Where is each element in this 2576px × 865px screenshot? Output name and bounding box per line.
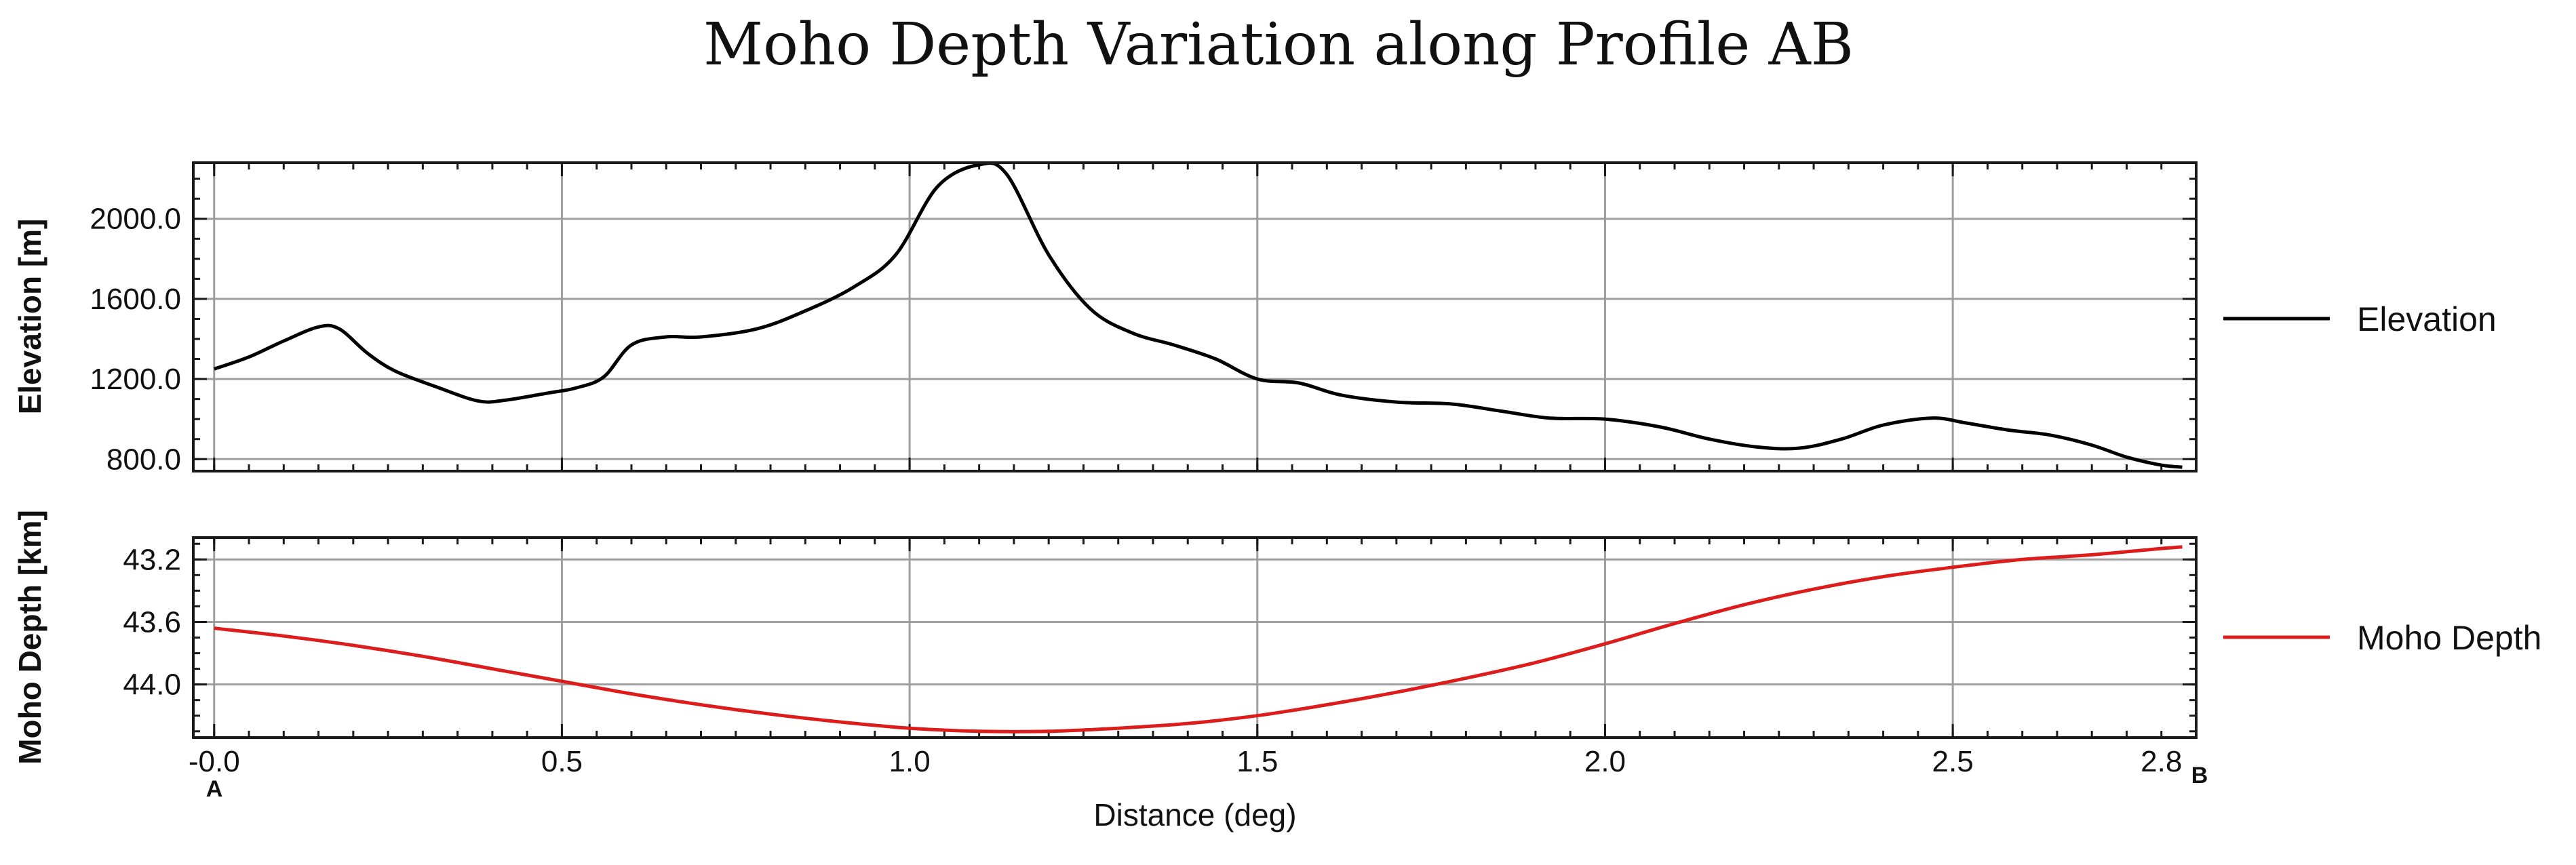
profile-end-label: B [2191, 763, 2208, 788]
moho-depth-y-tick-label: 44.0 [123, 668, 181, 702]
elevation-legend-label: Elevation [2357, 300, 2497, 338]
profile-start-label: A [206, 776, 223, 802]
moho-depth-panel: 43.2 43.6 44.0 -0.0 0.5 1.0 1.5 2.0 2.5 2.8 Moho… [12, 510, 2208, 832]
x-tick-label: 1.0 [889, 745, 931, 778]
moho-depth-ticks [193, 538, 2196, 738]
elevation-legend: Elevation [2223, 300, 2497, 338]
elevation-y-tick-label: 800.0 [106, 443, 181, 476]
elevation-ticks [193, 163, 2196, 471]
x-tick-labels: -0.0 0.5 1.0 1.5 2.0 2.5 2.8 [189, 745, 2182, 778]
moho-depth-gridlines [193, 538, 2196, 738]
x-tick-label: -0.0 [189, 745, 240, 778]
elevation-y-tick-label: 1600.0 [90, 283, 181, 316]
chart-title: Moho Depth Variation along Profile AB [703, 11, 1854, 79]
elevation-y-tick-labels: 800.0 1200.0 1600.0 2000.0 [90, 203, 181, 477]
moho-depth-y-axis-label: Moho Depth [km] [12, 510, 47, 765]
elevation-y-tick-label: 2000.0 [90, 203, 181, 236]
elevation-gridlines [193, 163, 2196, 471]
x-tick-label: 2.8 [2141, 745, 2182, 778]
moho-depth-legend-label: Moho Depth [2357, 619, 2541, 657]
moho-depth-legend: Moho Depth [2223, 619, 2541, 657]
moho-depth-y-tick-label: 43.6 [123, 605, 181, 639]
elevation-series-line [213, 161, 2183, 469]
moho-depth-series-line [214, 545, 2183, 733]
x-axis-label: Distance (deg) [1093, 797, 1296, 832]
elevation-plot-frame [192, 161, 2198, 472]
elevation-y-tick-label: 1200.0 [90, 363, 181, 396]
x-tick-label: 2.5 [1932, 745, 1974, 778]
elevation-panel: 800.0 1200.0 1600.0 2000.0 Elevation [m] [12, 161, 2198, 477]
elevation-y-axis-label: Elevation [m] [12, 219, 47, 415]
moho-depth-y-tick-label: 43.2 [123, 543, 181, 576]
moho-depth-y-tick-labels: 43.2 43.6 44.0 [123, 543, 181, 701]
x-tick-label: 2.0 [1584, 745, 1626, 778]
moho-depth-plot-frame [192, 536, 2198, 739]
x-tick-label: 0.5 [541, 745, 583, 778]
x-tick-label: 1.5 [1236, 745, 1278, 778]
